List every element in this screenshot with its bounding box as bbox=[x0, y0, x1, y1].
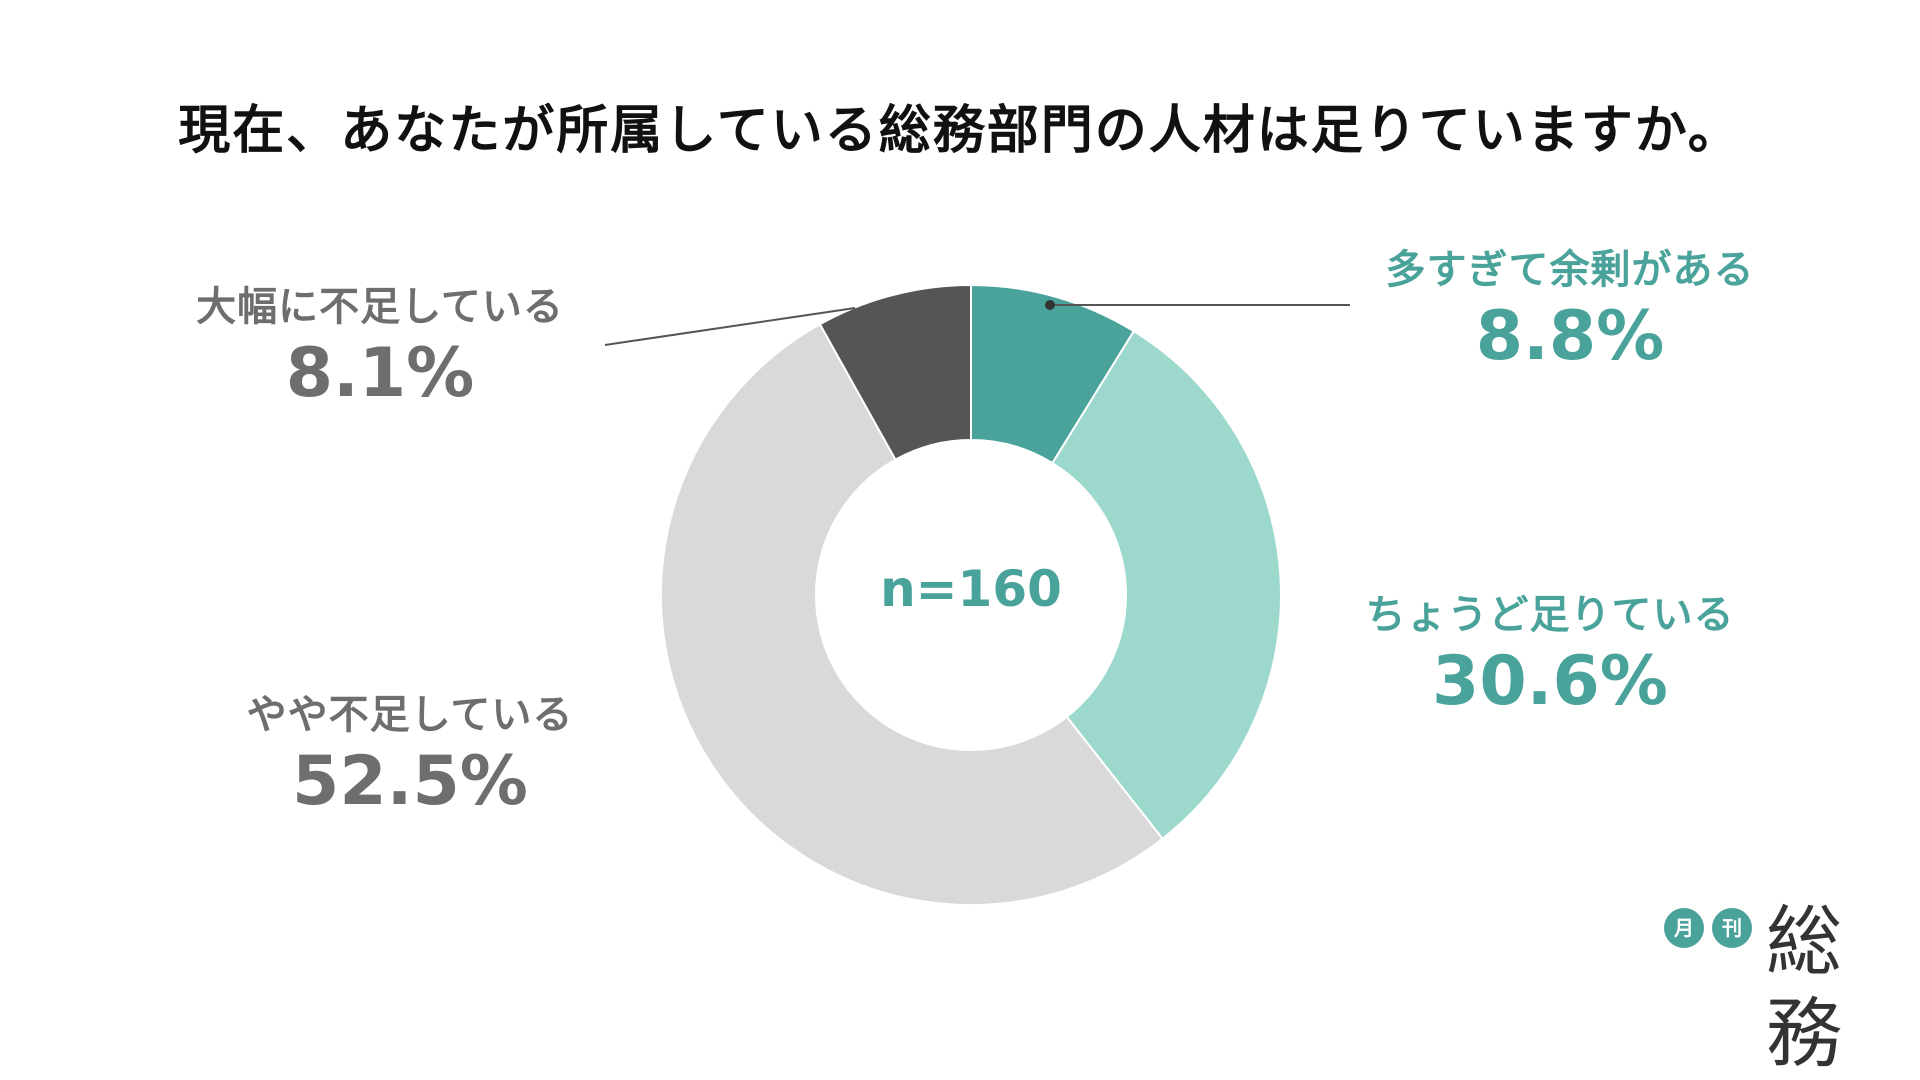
slice-1-category: 多すぎて余剰がある bbox=[1385, 247, 1755, 293]
slice-4-category: 大幅に不足している bbox=[196, 284, 564, 330]
donut-slice-3 bbox=[660, 322, 1164, 906]
donut-slice-4 bbox=[818, 283, 972, 462]
leader-line-slice-4 bbox=[604, 307, 856, 346]
slice-3-percent: 52.5% bbox=[292, 742, 528, 821]
slice-label-3: やや不足している 52.5% bbox=[180, 690, 640, 824]
slice-label-4: 大幅に不足している 8.1% bbox=[150, 282, 610, 416]
logo-wordmark: 総務 bbox=[1766, 897, 1842, 1078]
slice-label-2: ちょうど足りている 30.6% bbox=[1320, 590, 1780, 724]
sample-size-label: n=160 bbox=[880, 560, 1062, 618]
slice-2-percent: 30.6% bbox=[1432, 642, 1668, 721]
donut-slice-2 bbox=[1051, 329, 1282, 841]
slice-3-category: やや不足している bbox=[246, 692, 574, 738]
donut-chart bbox=[604, 283, 1350, 906]
chart-title: 現在、あなたが所属している総務部門の人材は足りていますか。 bbox=[178, 101, 1742, 161]
logo-badge-issue: 刊 bbox=[1712, 908, 1752, 948]
donut-slices bbox=[660, 283, 1282, 906]
leader-dot-slice-1 bbox=[1045, 300, 1055, 310]
publication-logo: 月 刊 総務 bbox=[1664, 896, 1904, 1078]
slice-1-percent: 8.8% bbox=[1475, 297, 1665, 376]
slice-2-category: ちょうど足りている bbox=[1365, 592, 1735, 638]
slice-label-1: 多すぎて余剰がある 8.8% bbox=[1340, 245, 1800, 379]
logo-badge-month: 月 bbox=[1664, 908, 1704, 948]
slice-4-percent: 8.1% bbox=[285, 334, 475, 413]
